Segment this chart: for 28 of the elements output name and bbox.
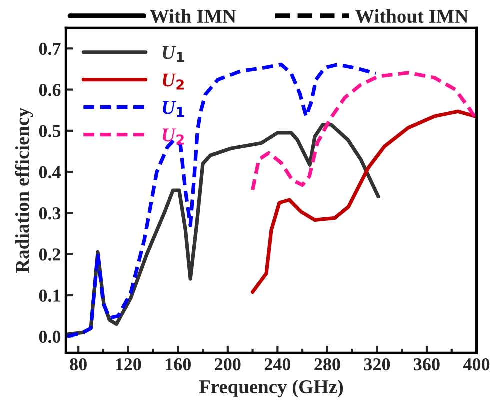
legend-label: U$_{2}$ — [163, 74, 184, 90]
x-tick-label: 120 — [116, 358, 142, 371]
line-series — [66, 62, 378, 338]
legend-label: U$_{1}$ — [163, 46, 184, 62]
legend-label: U$_{2}$ — [163, 128, 184, 145]
x-tick-label: 80 — [70, 358, 87, 371]
y-tick-label: 0.2 — [39, 248, 61, 261]
x-tick-label: 360 — [414, 358, 440, 371]
y-axis-title: Radiation efficiency — [15, 108, 34, 274]
x-tick-label: 240 — [264, 358, 291, 371]
legend-label: U$_{1}$ — [163, 101, 184, 118]
y-tick-label: 0.3 — [39, 207, 61, 220]
x-tick-label: 400 — [463, 358, 490, 371]
x-tick-label: 280 — [314, 358, 340, 371]
text: Without IMN — [355, 9, 469, 24]
y-tick-label: 0.4 — [39, 166, 61, 179]
y-tick-label: 0.1 — [39, 290, 60, 302]
x-tick-label: 320 — [364, 358, 390, 371]
y-tick-label: 0.6 — [39, 84, 61, 96]
text: With IMN — [150, 9, 236, 24]
line-series — [250, 110, 477, 294]
x-tick-label: 200 — [215, 358, 241, 371]
x-axis-title: Frequency (GHz) — [199, 380, 344, 398]
y-tick-label: 0.7 — [39, 42, 61, 56]
line-series — [250, 71, 477, 192]
x-tick-label: 160 — [166, 358, 191, 371]
y-tick-label: 0.0 — [39, 330, 61, 344]
y-tick-label: 0.5 — [39, 125, 61, 138]
